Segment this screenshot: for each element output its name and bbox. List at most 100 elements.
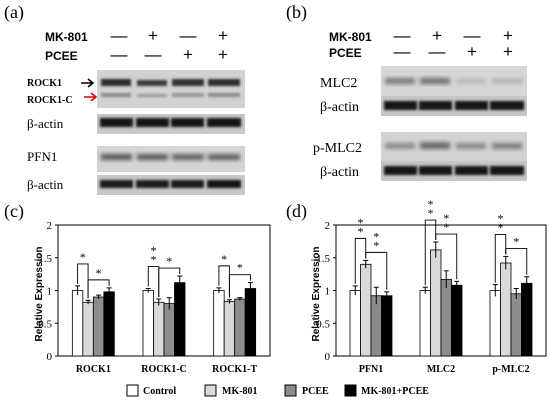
significance-star: *	[498, 211, 504, 225]
y-tick-label: 2	[325, 220, 331, 232]
y-tick-label: 1	[325, 286, 331, 298]
y-tick-label: 0	[325, 351, 331, 363]
sign-b-0-3: +	[503, 26, 513, 45]
bar	[71, 290, 84, 357]
blot-label-pfn1: PFN1	[27, 149, 57, 164]
significance-star: *	[96, 266, 102, 280]
panel-a: (a) MK-801 PCEE — + — + — — + + ROCK1 RO…	[4, 2, 245, 195]
legend-text-pcee: PCEE	[302, 386, 329, 397]
bar	[521, 282, 533, 357]
blot-label-rock1: ROCK1	[27, 78, 62, 89]
panel-label-c: (c)	[4, 201, 24, 222]
legend-item-mk801: MK-801	[204, 384, 258, 397]
legend: Control MK-801 PCEE MK-801+PCEE	[126, 384, 429, 397]
significance-bracket	[87, 279, 110, 299]
treatment-label-pcee-a: PCEE	[45, 49, 78, 63]
arrow-red-icon	[84, 92, 98, 102]
sign-b-0-0: —	[394, 26, 411, 45]
blot-pmlc2	[381, 132, 527, 162]
x-tick-label: ROCK1	[76, 364, 111, 375]
sign-a-0-2: —	[180, 26, 197, 45]
significance-star: *	[373, 238, 379, 252]
sign-b-1-0: —	[394, 42, 411, 61]
significance-star: *	[428, 197, 434, 211]
significance-star: *	[358, 215, 364, 229]
significance-star: *	[151, 253, 157, 267]
bar	[510, 293, 522, 357]
significance-bracket	[228, 274, 251, 298]
bar	[234, 298, 246, 357]
panel-b: (b) MK-801 PCEE — + — + — — + + MLC2 β-a…	[286, 2, 527, 181]
significance-star: *	[428, 206, 434, 220]
significance-bracket	[365, 251, 388, 290]
bar	[153, 301, 165, 357]
blot-actin-a2	[97, 175, 245, 195]
bar	[489, 290, 501, 357]
panel-label-b: (b)	[286, 2, 307, 23]
bar	[440, 278, 452, 357]
bar	[142, 290, 154, 357]
legend-item-mk801-pcee: MK-801+PCEE	[344, 384, 429, 397]
blot-label-actin-b2: β-actin	[320, 165, 359, 180]
blot-label-pmlc2: p-MLC2	[313, 141, 362, 156]
blot-actin-a1	[97, 114, 245, 134]
bar	[174, 282, 186, 357]
x-tick-label: MLC2	[427, 364, 455, 375]
significance-bracket	[435, 233, 458, 280]
bar	[451, 284, 463, 357]
significance-star: *	[358, 224, 364, 238]
blot-pfn1	[97, 146, 245, 172]
blot-rock1	[97, 70, 245, 108]
bar	[419, 290, 431, 357]
panel-label-a: (a)	[4, 2, 24, 23]
legend-text-mk801-pcee: MK-801+PCEE	[361, 386, 429, 397]
significance-star: *	[443, 220, 449, 234]
x-tick-label: p-MLC2	[492, 364, 529, 375]
bar	[213, 290, 225, 357]
sign-a-1-0: —	[111, 45, 128, 64]
bar	[349, 290, 361, 357]
sign-b-0-2: —	[464, 26, 481, 45]
bar	[360, 263, 372, 357]
legend-text-mk801: MK-801	[222, 386, 258, 397]
treatment-label-pcee-b: PCEE	[329, 46, 362, 60]
y-tick-label: 1	[47, 286, 53, 298]
treatment-label-mk801-a: MK-801	[45, 30, 88, 44]
sign-a-0-3: +	[218, 26, 228, 45]
sign-b-0-1: +	[432, 26, 442, 45]
sign-a-1-2: +	[183, 45, 193, 64]
x-tick-label: PFN1	[359, 364, 383, 375]
significance-star: *	[221, 252, 227, 266]
y-tick-label: 0.5	[38, 318, 52, 330]
significance-bracket	[494, 233, 507, 283]
sign-a-1-1: —	[145, 45, 162, 64]
significance-bracket	[354, 237, 367, 284]
treatment-label-mk801-b: MK-801	[329, 30, 372, 44]
sign-b-1-1: —	[429, 42, 446, 61]
significance-star: *	[151, 244, 157, 258]
significance-bracket	[424, 219, 437, 286]
sign-a-0-0: —	[111, 26, 128, 45]
y-tick-label: 2	[47, 220, 53, 232]
x-tick-label: ROCK1-T	[212, 364, 257, 375]
blot-label-actin-b1: β-actin	[320, 100, 359, 115]
legend-item-control: Control	[126, 384, 176, 397]
y-tick-label: 1.5	[316, 253, 330, 265]
significance-star: *	[166, 254, 172, 268]
y-tick-label: 1.5	[38, 253, 52, 265]
x-tick-label: ROCK1-C	[141, 364, 187, 375]
bar	[244, 288, 257, 357]
blot-label-actin-a2: β-actin	[27, 177, 64, 192]
blot-label-actin-a1: β-actin	[27, 116, 64, 131]
bar	[500, 262, 512, 357]
y-tick-label: 0.5	[316, 318, 330, 330]
significance-star: *	[237, 261, 243, 275]
significance-star: *	[513, 234, 519, 248]
significance-bracket	[158, 267, 181, 298]
legend-item-pcee: PCEE	[284, 384, 329, 397]
significance-star: *	[80, 250, 86, 264]
y-tick-label: 0	[47, 351, 53, 363]
blot-label-rock1-c: ROCK1-C	[27, 95, 73, 106]
bar	[92, 296, 105, 357]
